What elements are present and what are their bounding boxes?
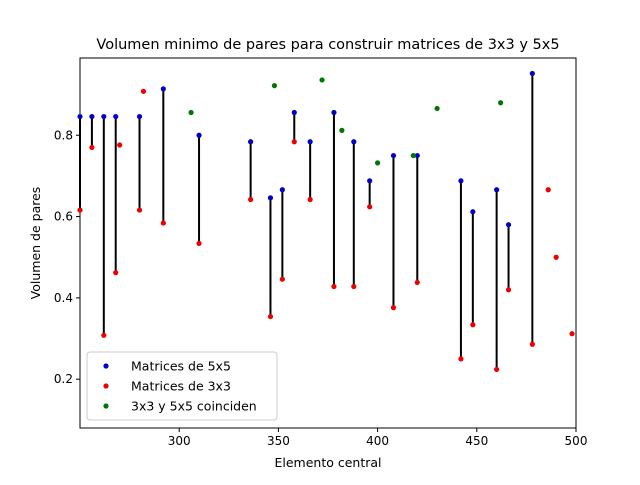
point-series-2: [529, 341, 535, 347]
point-series-3: [188, 109, 194, 116]
point-series-2: [307, 196, 313, 203]
axes-frame: [79, 57, 577, 429]
point-series-2: [351, 283, 357, 290]
point-series-2: [470, 322, 476, 328]
y-tick-label: 0.8: [54, 128, 73, 142]
point-series-3: [339, 127, 345, 133]
x-tick-label: 500: [565, 434, 588, 448]
point-series-3: [271, 83, 278, 89]
point-series-1: [248, 139, 254, 145]
legend: Matrices de 5x5 Matrices de 3x3 3x3 y 5x5 …: [86, 351, 278, 421]
point-series-2: [458, 356, 464, 362]
x-tick-label: 400: [366, 434, 389, 448]
point-series-2: [117, 142, 123, 148]
point-series-2: [367, 204, 373, 210]
point-series-2: [77, 207, 83, 213]
point-series-2: [101, 332, 107, 338]
y-axis-label: Volumen de pares: [28, 187, 43, 300]
x-axis-label: Elemento central: [274, 455, 381, 470]
chart-title: Volumen minimo de pares para construir m…: [96, 37, 559, 53]
data-markers: [77, 70, 575, 373]
point-series-1: [160, 86, 166, 92]
x-axis-ticks: 300 350 400 450 500: [168, 428, 588, 448]
point-series-2: [390, 305, 397, 311]
point-series-3: [498, 100, 504, 106]
y-axis-ticks: 0.2 0.4 0.6 0.8: [54, 128, 80, 386]
point-series-2: [291, 139, 297, 145]
point-series-1: [470, 209, 476, 215]
point-series-2: [494, 366, 500, 373]
point-series-3: [319, 77, 325, 83]
point-series-1: [529, 70, 535, 77]
point-series-1: [89, 113, 95, 120]
point-series-2: [505, 287, 512, 293]
y-tick-label: 0.2: [54, 372, 73, 386]
point-series-3: [375, 160, 381, 166]
x-tick-label: 350: [267, 434, 290, 448]
point-series-3: [410, 152, 416, 159]
legend-label: Matrices de 3x3: [131, 379, 231, 394]
point-series-2: [267, 313, 274, 320]
point-series-2: [196, 240, 202, 247]
point-series-2: [279, 276, 285, 282]
point-series-2: [113, 270, 119, 276]
point-series-2: [553, 254, 559, 260]
point-series-2: [569, 331, 575, 337]
legend-label: 3x3 y 5x5 coinciden: [131, 399, 257, 414]
x-tick-label: 450: [465, 434, 488, 448]
point-series-1: [331, 109, 337, 116]
point-series-1: [307, 139, 313, 145]
point-series-1: [367, 178, 373, 184]
point-series-2: [248, 196, 254, 203]
point-series-2: [331, 283, 337, 290]
point-series-1: [351, 139, 357, 145]
point-series-1: [279, 187, 285, 193]
legend-marker: [103, 383, 109, 389]
x-tick-label: 300: [168, 434, 191, 448]
point-series-2: [136, 207, 143, 213]
point-series-1: [505, 222, 512, 228]
point-series-2: [414, 279, 420, 286]
point-series-1: [291, 109, 297, 116]
y-tick-label: 0.6: [54, 210, 73, 224]
point-series-1: [267, 195, 274, 201]
point-series-1: [113, 113, 119, 120]
point-series-2: [89, 144, 95, 151]
point-series-1: [101, 113, 107, 120]
point-series-1: [77, 113, 83, 120]
point-series-1: [458, 178, 464, 184]
point-series-1: [414, 152, 420, 159]
legend-marker: [103, 403, 109, 409]
point-series-1: [390, 152, 397, 159]
point-series-2: [160, 220, 166, 226]
legend-label: Matrices de 5x5: [131, 359, 231, 374]
point-series-3: [434, 105, 440, 112]
y-tick-label: 0.4: [54, 291, 73, 305]
point-series-1: [494, 187, 500, 193]
legend-box: [86, 351, 278, 421]
connector-lines: [79, 73, 534, 370]
plot-area: [77, 57, 577, 429]
point-series-2: [140, 88, 147, 94]
point-series-2: [545, 187, 551, 193]
point-series-1: [196, 132, 202, 138]
point-series-1: [136, 113, 143, 120]
legend-marker: [103, 363, 109, 369]
